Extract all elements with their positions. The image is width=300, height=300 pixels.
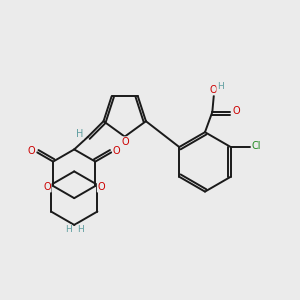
- Text: O: O: [43, 182, 51, 192]
- Text: O: O: [122, 137, 129, 147]
- Text: H: H: [65, 225, 72, 234]
- Text: H: H: [77, 225, 83, 234]
- Text: H: H: [76, 129, 83, 139]
- Text: O: O: [28, 146, 36, 157]
- Text: O: O: [113, 146, 120, 157]
- Text: O: O: [209, 85, 217, 95]
- Text: O: O: [232, 106, 240, 116]
- Text: O: O: [98, 182, 105, 192]
- Text: Cl: Cl: [252, 141, 261, 152]
- Text: H: H: [217, 82, 224, 91]
